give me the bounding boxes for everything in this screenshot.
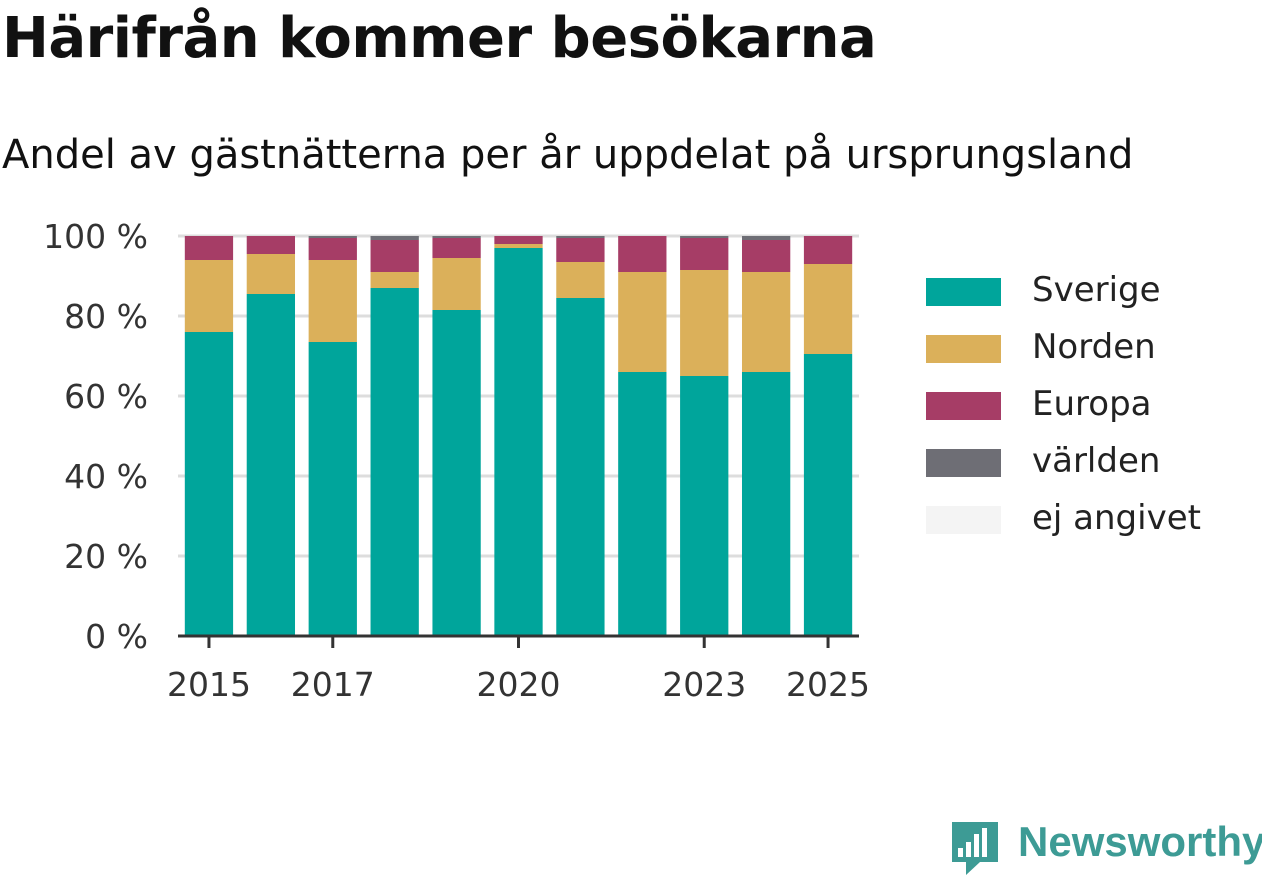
bar-stack-2015 bbox=[184, 236, 234, 636]
bar-segment-Norden bbox=[246, 254, 296, 294]
bar-segment-världen bbox=[432, 236, 481, 238]
chart-bars bbox=[184, 236, 853, 636]
bar-segment-Sverige bbox=[803, 354, 853, 636]
brand-logo: Newsworthy bbox=[950, 818, 1262, 878]
x-tick-label: 2023 bbox=[662, 665, 746, 704]
x-axis-ticks: 2015 2017 2020 2023 2025 bbox=[167, 636, 870, 704]
bar-segment-Europa bbox=[308, 238, 357, 260]
bar-segment-Europa bbox=[803, 236, 853, 264]
bar-stack-2025 bbox=[803, 236, 853, 636]
legend-label: ej angivet bbox=[1032, 498, 1201, 538]
bar-segment-Sverige bbox=[432, 310, 481, 636]
chart-subtitle: Andel av gästnätterna per år uppdelat på… bbox=[2, 132, 1134, 178]
bar-segment-världen bbox=[556, 236, 605, 238]
bar-segment-Norden bbox=[494, 244, 543, 248]
bar-stack-2021 bbox=[556, 236, 605, 636]
legend-swatch bbox=[926, 335, 1001, 363]
x-tick-label: 2017 bbox=[291, 665, 375, 704]
bar-segment-Sverige bbox=[308, 342, 357, 636]
bar-segment-Europa bbox=[741, 240, 791, 272]
legend-swatch bbox=[926, 506, 1001, 534]
bar-segment-världen bbox=[741, 236, 791, 240]
bar-segment-Sverige bbox=[184, 332, 234, 636]
bar-segment-Norden bbox=[618, 272, 667, 372]
legend-item: Norden bbox=[926, 321, 1256, 367]
legend-item: Sverige bbox=[926, 264, 1256, 310]
bar-segment-Sverige bbox=[494, 248, 543, 636]
bar-segment-Norden bbox=[741, 272, 791, 372]
bar-segment-Europa bbox=[618, 236, 667, 272]
legend-item: världen bbox=[926, 435, 1256, 481]
bar-stack-2022 bbox=[618, 236, 667, 636]
bar-segment-Sverige bbox=[680, 376, 729, 636]
bar-stack-2017 bbox=[308, 236, 357, 636]
bar-segment-Sverige bbox=[618, 372, 667, 636]
legend-swatch bbox=[926, 278, 1001, 306]
x-tick-label: 2025 bbox=[786, 665, 870, 704]
bar-segment-världen bbox=[680, 236, 729, 238]
y-tick-label: 80 % bbox=[64, 297, 148, 336]
x-tick-label: 2015 bbox=[167, 665, 251, 704]
bar-segment-världen bbox=[308, 236, 357, 238]
bar-segment-Europa bbox=[432, 238, 481, 258]
x-tick-label: 2020 bbox=[477, 665, 561, 704]
legend-item: ej angivet bbox=[926, 492, 1256, 538]
bar-segment-Norden bbox=[184, 260, 234, 332]
legend-label: Norden bbox=[1032, 327, 1156, 367]
bar-stack-2023 bbox=[680, 236, 729, 636]
bar-stack-2019 bbox=[432, 236, 481, 636]
bar-segment-Europa bbox=[370, 240, 419, 272]
bar-segment-världen bbox=[370, 236, 419, 240]
legend-label: världen bbox=[1032, 441, 1161, 481]
bar-segment-Europa bbox=[494, 236, 543, 244]
bar-segment-Europa bbox=[556, 238, 605, 262]
y-tick-label: 0 % bbox=[85, 617, 148, 656]
chart-title: Härifrån kommer besökarna bbox=[2, 6, 877, 71]
bar-segment-Europa bbox=[246, 236, 296, 254]
brand-name: Newsworthy bbox=[1018, 818, 1262, 865]
legend-swatch bbox=[926, 392, 1001, 420]
bar-segment-Europa bbox=[184, 236, 234, 260]
bar-stack-2024 bbox=[741, 236, 791, 636]
legend-item: Europa bbox=[926, 378, 1256, 424]
bar-segment-Norden bbox=[308, 260, 357, 342]
y-tick-label: 40 % bbox=[64, 457, 148, 496]
legend-swatch bbox=[926, 449, 1001, 477]
bar-segment-Sverige bbox=[741, 372, 791, 636]
bar-segment-Europa bbox=[680, 238, 729, 270]
y-tick-label: 60 % bbox=[64, 377, 148, 416]
y-axis-tick-labels: 0 % 20 % 40 % 60 % 80 % 100 % bbox=[43, 217, 148, 656]
bar-stack-2020 bbox=[494, 236, 543, 636]
legend-label: Europa bbox=[1032, 384, 1152, 424]
bar-segment-Norden bbox=[370, 272, 419, 288]
y-tick-label: 100 % bbox=[43, 217, 148, 256]
bar-segment-Sverige bbox=[246, 294, 296, 636]
bar-stack-2016 bbox=[246, 236, 296, 636]
bar-segment-Sverige bbox=[556, 298, 605, 636]
bar-stack-2018 bbox=[370, 236, 419, 636]
y-tick-label: 20 % bbox=[64, 537, 148, 576]
bar-segment-Sverige bbox=[370, 288, 419, 636]
bar-segment-Norden bbox=[556, 262, 605, 298]
legend-label: Sverige bbox=[1032, 270, 1161, 310]
bar-segment-Norden bbox=[680, 270, 729, 376]
newsworthy-logo-icon bbox=[952, 822, 998, 875]
bar-segment-Norden bbox=[803, 264, 853, 354]
bar-segment-Norden bbox=[432, 258, 481, 310]
